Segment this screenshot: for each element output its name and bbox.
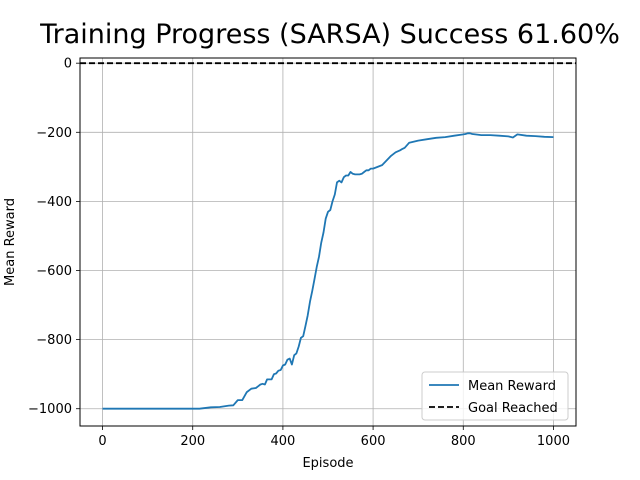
chart-title: Training Progress (SARSA) Success 61.60% xyxy=(39,19,620,50)
legend: Mean Reward Goal Reached xyxy=(421,371,569,421)
x-tick-label: 0 xyxy=(98,434,106,449)
x-axis: 0 200 400 600 800 1000 xyxy=(98,426,570,449)
y-tick-label: −200 xyxy=(36,126,72,141)
x-axis-label: Episode xyxy=(302,456,353,471)
y-axis-label: Mean Reward xyxy=(3,198,18,286)
y-tick-label: −1000 xyxy=(28,402,72,417)
series-line-mean-reward xyxy=(102,132,554,410)
x-tick-label: 200 xyxy=(180,434,205,449)
grid xyxy=(80,58,576,426)
legend-box xyxy=(421,371,569,421)
y-tick-label: −400 xyxy=(36,195,72,210)
legend-label-goal-reached: Goal Reached xyxy=(468,401,558,416)
y-axis: 0 −200 −400 −600 −800 −1000 xyxy=(28,57,80,417)
legend-label-mean-reward: Mean Reward xyxy=(468,379,556,394)
y-tick-label: −800 xyxy=(36,333,72,348)
y-tick-label: −600 xyxy=(36,264,72,279)
x-tick-label: 800 xyxy=(451,434,476,449)
x-tick-label: 600 xyxy=(361,434,386,449)
x-tick-label: 1000 xyxy=(537,434,570,449)
y-tick-label: 0 xyxy=(64,57,72,72)
plot-frame xyxy=(79,57,577,427)
x-tick-label: 400 xyxy=(270,434,295,449)
series-layer xyxy=(80,62,576,410)
